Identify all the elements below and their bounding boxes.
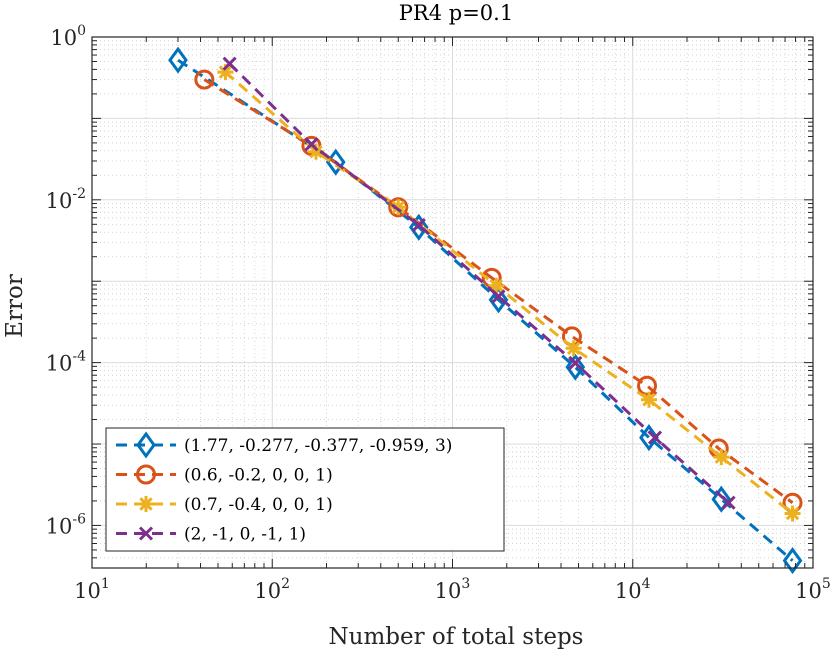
- y-tick-exponent: -4: [72, 349, 86, 365]
- series-line: [224, 71, 794, 515]
- asterisk-stroke: [714, 450, 729, 464]
- x-stroke: [411, 217, 426, 233]
- legend: (1.77, -0.277, -0.377, -0.959, 3) (0.6, -…: [105, 427, 505, 552]
- data-point-asterisk: [565, 340, 582, 357]
- data-point-diamond: [168, 46, 188, 74]
- x-stroke: [721, 495, 736, 510]
- x-tick-base: 10: [254, 579, 281, 603]
- data-point-diamond: [408, 213, 429, 241]
- asterisk-stroke: [139, 497, 153, 511]
- asterisk-stroke: [566, 341, 581, 356]
- x-tick-exponent: 5: [822, 576, 830, 592]
- legend-label: (0.7, -0.4, 0, 0, 1): [184, 495, 333, 515]
- x-tick-label: 105: [795, 576, 830, 603]
- y-tick-exponent: 0: [77, 23, 86, 39]
- x-tick-base: 10: [795, 579, 822, 603]
- data-point-x: [648, 430, 663, 445]
- y-tick-exponent: -2: [72, 186, 86, 202]
- x-tick-exponent: 1: [101, 576, 110, 592]
- x-tick-label: 103: [435, 576, 471, 603]
- data-point-diamond: [639, 424, 659, 452]
- x-tick-exponent: 2: [281, 576, 290, 592]
- data-point-asterisk: [784, 505, 801, 522]
- y-tick-label: 10-2: [46, 186, 86, 213]
- y-tick-base: 10: [50, 26, 77, 50]
- asterisk-stroke: [785, 506, 800, 521]
- data-point-x: [721, 495, 736, 510]
- data-point-x: [304, 137, 319, 152]
- x-stroke: [222, 56, 237, 71]
- legend-item: (0.6, -0.2, 0, 0, 1): [116, 464, 333, 486]
- y-tick-base: 10: [46, 514, 73, 538]
- legend-label: (2, -1, 0, -1, 1): [184, 525, 306, 545]
- asterisk-stroke: [309, 144, 323, 159]
- x-stroke: [138, 526, 154, 541]
- x-tick-label: 104: [615, 576, 651, 603]
- y-tick-base: 10: [46, 189, 73, 213]
- asterisk-stroke: [218, 65, 233, 79]
- chart-title: PR4 p=0.1: [399, 1, 513, 25]
- y-tick-label: 10-4: [46, 349, 86, 376]
- legend-item: (0.7, -0.4, 0, 0, 1): [116, 495, 333, 515]
- y-tick-exponent: -6: [72, 511, 86, 527]
- series-4: [222, 56, 736, 510]
- x-stroke: [648, 430, 663, 445]
- legend-label: (1.77, -0.277, -0.377, -0.959, 3): [184, 436, 452, 456]
- y-tick-label: 10-6: [46, 511, 86, 538]
- x-axis-label: Number of total steps: [329, 624, 584, 650]
- series-line: [203, 78, 794, 504]
- data-point-x: [568, 355, 583, 371]
- legend-marker-x: [138, 526, 154, 541]
- x-stroke: [491, 289, 506, 304]
- legend-item: (1.77, -0.277, -0.377, -0.959, 3): [116, 431, 452, 459]
- x-tick-exponent: 3: [461, 576, 470, 592]
- legend-marker-diamond: [136, 431, 156, 459]
- data-point-circle: [194, 69, 215, 90]
- x-tick-label: 102: [254, 576, 290, 603]
- asterisk-stroke: [642, 393, 656, 407]
- x-tick-base: 10: [74, 579, 101, 603]
- y-tick-base: 10: [46, 352, 73, 376]
- ticks-layer: [91, 36, 814, 569]
- x-tick-base: 10: [615, 579, 642, 603]
- data-point-asterisk: [713, 449, 730, 466]
- legend-box: [105, 427, 505, 552]
- data-point-x: [411, 217, 426, 233]
- data-point-x: [222, 56, 237, 71]
- legend-marker-circle: [136, 464, 156, 485]
- data-point-circle: [388, 197, 409, 218]
- asterisk-stroke: [391, 200, 405, 214]
- legend-item: (2, -1, 0, -1, 1): [116, 525, 306, 545]
- y-axis-label: Error: [2, 274, 28, 338]
- data-point-asterisk: [640, 391, 657, 408]
- x-tick-base: 10: [435, 579, 462, 603]
- x-stroke: [568, 355, 583, 371]
- x-tick-label: 101: [74, 576, 110, 603]
- legend-marker-asterisk: [138, 496, 154, 512]
- data-point-diamond: [782, 547, 803, 575]
- data-point-circle: [637, 375, 658, 396]
- data-point-asterisk: [390, 199, 407, 216]
- data-point-x: [491, 289, 506, 304]
- series-layer: [168, 46, 803, 575]
- x-stroke: [304, 137, 319, 152]
- data-point-diamond: [565, 353, 586, 381]
- data-point-diamond: [711, 485, 732, 513]
- y-tick-label: 100: [50, 23, 86, 50]
- legend-label: (0.6, -0.2, 0, 0, 1): [184, 466, 333, 486]
- x-tick-exponent: 4: [642, 576, 651, 592]
- data-point-diamond: [488, 286, 509, 314]
